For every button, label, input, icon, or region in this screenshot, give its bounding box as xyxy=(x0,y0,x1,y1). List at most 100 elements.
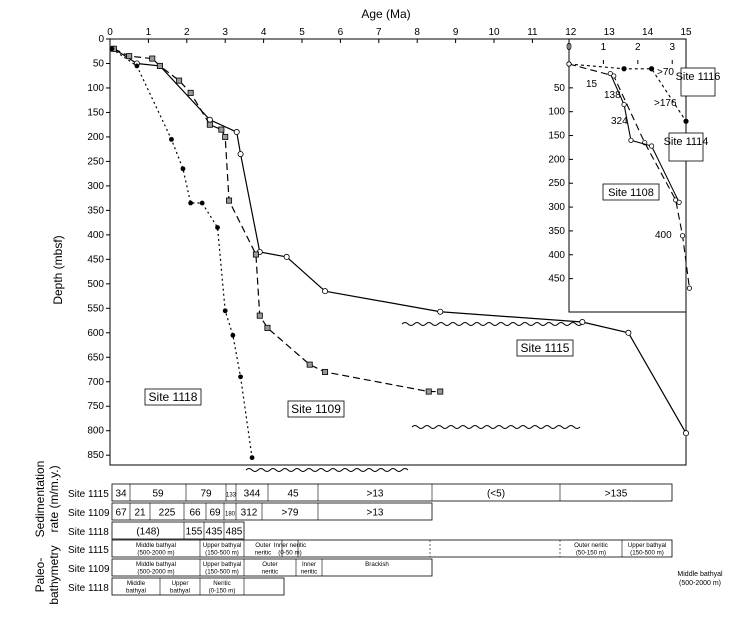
site-label-1115-text: Site 1115 xyxy=(521,341,570,355)
y-tick-label: 100 xyxy=(87,83,104,94)
sed-cell-value: 21 xyxy=(134,508,146,519)
data-point xyxy=(264,324,271,331)
y-tick-label: 450 xyxy=(87,254,104,265)
sed-row-frame xyxy=(111,521,245,540)
data-point xyxy=(169,136,174,142)
inset-y-tick-label: 400 xyxy=(548,250,565,261)
y-tick-label: 0 xyxy=(98,34,104,45)
x-tick-label: 0 xyxy=(107,27,113,38)
x-tick-label: 14 xyxy=(642,27,654,38)
inset-x-tick-label: 2 xyxy=(635,42,641,53)
sed-cell-value: 34 xyxy=(115,489,127,500)
inset-data-point xyxy=(607,70,613,77)
bathy-zone-label: Outer xyxy=(255,542,270,549)
hiatus-1118-line xyxy=(245,468,409,472)
bathy-zone-label: Inner xyxy=(302,561,316,568)
sed-cell-value: 45 xyxy=(287,489,299,500)
data-point xyxy=(256,312,263,319)
data-point xyxy=(322,368,329,375)
y-axis-title: Depth (mbsf) xyxy=(51,235,65,304)
inset-rate-138: 138 xyxy=(604,90,621,101)
sed-cell-value: 133 xyxy=(226,493,237,499)
data-point xyxy=(683,430,690,437)
inset-y-tick-label: 150 xyxy=(548,131,565,142)
inset-site-label-1108-text: Site 1108 xyxy=(608,187,654,199)
bathy-zone-label: (500-2000 m) xyxy=(137,569,174,576)
data-point xyxy=(226,197,233,204)
inset-site-label-1116: Site 1116 xyxy=(676,67,720,97)
bathy-zone-label: (500-2000 m) xyxy=(137,550,174,557)
bathy-zone-label: Brackish xyxy=(365,561,389,568)
y-axis-ticks: 0 50 100 150 200 250 300 350 400 450 500 550 600 650 7… xyxy=(87,34,110,461)
y-tick-label: 50 xyxy=(93,58,105,69)
sed-cell-value: >79 xyxy=(282,508,299,519)
bathy-zone-label: (150-500 m) xyxy=(630,550,664,557)
bathy-zone-label: bathyal xyxy=(126,588,146,595)
sed-cell-value: 69 xyxy=(209,508,221,519)
inset-series-line-0 xyxy=(568,63,687,122)
data-point xyxy=(134,63,140,69)
inset-data-point xyxy=(679,233,686,239)
bathy-zone-label: Middle xyxy=(127,580,146,587)
site-label-1115: Site 1115 xyxy=(516,339,574,357)
inset-y-tick-label: 450 xyxy=(548,274,565,285)
bathy-row-frame xyxy=(111,558,433,577)
data-point xyxy=(230,332,236,338)
y-tick-label: 250 xyxy=(87,156,104,167)
bathy-zone-label: (150-500 m) xyxy=(205,550,239,557)
inset-rate-15: 15 xyxy=(586,79,598,90)
sed-cell-value: 155 xyxy=(186,527,203,538)
x-tick-label: 11 xyxy=(527,27,538,38)
sedimentation-title-1: Sedimentation xyxy=(33,461,47,538)
x-tick-label: 6 xyxy=(338,27,344,38)
sed-row-site-label: Site 1115 xyxy=(68,489,109,500)
data-point xyxy=(322,288,329,295)
inset-site-label-1114-text: Site 1114 xyxy=(664,136,709,148)
bathy-zone-label: Upper bathyal xyxy=(203,542,242,549)
inset-data-point xyxy=(566,61,572,67)
x-tick-label: 5 xyxy=(299,27,305,38)
inset-data-point xyxy=(628,137,634,143)
bathy-footnote-1: Middle bathyal xyxy=(677,571,723,578)
data-point xyxy=(222,308,228,314)
inset-rate-70: >70 xyxy=(657,67,674,78)
data-point xyxy=(237,151,244,158)
inset-x-tick-label: 0 xyxy=(566,42,572,53)
bathy-zone-label: neritic xyxy=(262,569,279,576)
sed-cell-value: >13 xyxy=(367,508,384,519)
y-tick-label: 700 xyxy=(87,377,104,388)
data-point xyxy=(156,62,163,69)
inset-series-group xyxy=(566,61,693,291)
data-point xyxy=(283,253,290,260)
hiatus-1115-line xyxy=(401,322,583,326)
data-point xyxy=(249,455,255,461)
sed-cell-value: 79 xyxy=(200,489,212,500)
series-line-2 xyxy=(111,48,253,458)
sed-cell-value: 67 xyxy=(115,508,127,519)
bathy-zone-label: Outer neritic xyxy=(574,542,608,549)
sed-cell-value: 344 xyxy=(244,489,261,500)
bathy-row-frame xyxy=(111,577,285,596)
bathy-zone-label: (150-500 m) xyxy=(205,569,239,576)
x-tick-label: 4 xyxy=(261,27,267,38)
bathy-zone-label: Inner neritic xyxy=(274,542,306,549)
x-tick-label: 3 xyxy=(222,27,228,38)
data-point xyxy=(437,308,444,315)
bathy-zone-label: (50-150 m) xyxy=(576,550,606,557)
site-label-1109-text: Site 1109 xyxy=(291,402,341,416)
x-tick-label: 15 xyxy=(680,27,692,38)
x-axis-title: Age (Ma) xyxy=(361,7,410,21)
x-axis-ticks: 0 1 2 3 4 5 6 7 8 9 10 11 12 13 14 15 xyxy=(107,27,692,43)
sed-cell-value: (148) xyxy=(136,527,159,538)
inset-data-point xyxy=(676,199,682,205)
data-point xyxy=(425,388,432,395)
sed-cell-value: 312 xyxy=(241,508,258,519)
inset-x-tick-label: 3 xyxy=(669,42,675,53)
hiatus-lower-line xyxy=(411,425,581,429)
data-point xyxy=(218,126,225,133)
y-tick-label: 750 xyxy=(87,401,104,412)
sed-row-frame xyxy=(111,502,433,521)
bathy-zone-label: (0-150 m) xyxy=(209,588,236,595)
bathy-zone-label: Middle bathyal xyxy=(136,542,176,549)
bathy-zone-label: Neritic xyxy=(213,580,231,587)
